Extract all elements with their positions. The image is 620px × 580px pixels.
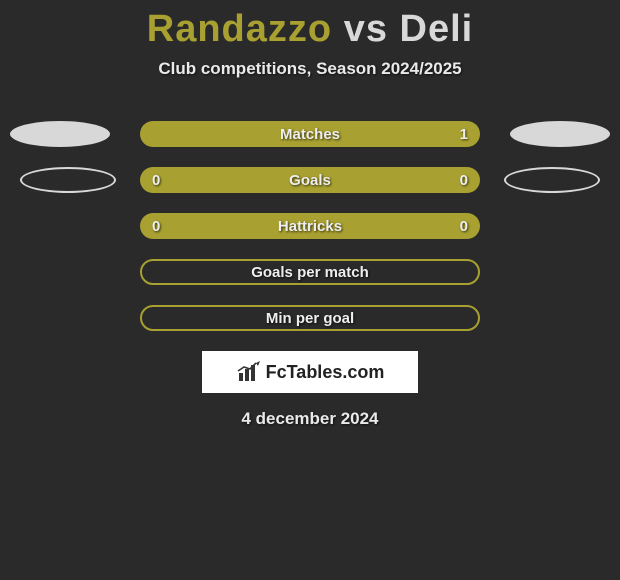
stat-label: Goals <box>140 172 480 189</box>
stat-bar: Goals per match <box>140 259 480 285</box>
stat-bar: Matches1 <box>140 121 480 147</box>
stat-right-value: 0 <box>452 172 468 189</box>
stat-row: Goals per match <box>0 259 620 285</box>
player1-name: Randazzo <box>147 8 332 50</box>
brand-chart-icon <box>236 361 262 383</box>
brand-text: FcTables.com <box>266 362 385 383</box>
stat-row: Min per goal <box>0 305 620 331</box>
stat-label: Matches <box>140 126 480 143</box>
stat-right-value: 0 <box>452 218 468 235</box>
stat-left-value: 0 <box>152 218 168 235</box>
stat-bar: Min per goal <box>140 305 480 331</box>
stat-row: 0Hattricks0 <box>0 213 620 239</box>
comparison-title: Randazzo vs Deli <box>0 0 620 51</box>
vs-text: vs <box>344 8 388 50</box>
stat-left-value: 0 <box>152 172 168 189</box>
date-text: 4 december 2024 <box>0 409 620 429</box>
stat-bar: 0Goals0 <box>140 167 480 193</box>
stat-right-value: 1 <box>452 126 468 143</box>
brand-box: FcTables.com <box>202 351 418 393</box>
stat-label: Min per goal <box>142 310 478 327</box>
left-ellipse <box>10 121 110 147</box>
left-ellipse <box>20 167 116 193</box>
stat-row: 0Goals0 <box>0 167 620 193</box>
stat-row: Matches1 <box>0 121 620 147</box>
right-ellipse <box>510 121 610 147</box>
stat-bar: 0Hattricks0 <box>140 213 480 239</box>
stat-label: Goals per match <box>142 264 478 281</box>
right-ellipse <box>504 167 600 193</box>
subtitle: Club competitions, Season 2024/2025 <box>0 59 620 79</box>
player2-name: Deli <box>400 8 474 50</box>
stat-rows: Matches10Goals00Hattricks0Goals per matc… <box>0 121 620 331</box>
stat-label: Hattricks <box>140 218 480 235</box>
